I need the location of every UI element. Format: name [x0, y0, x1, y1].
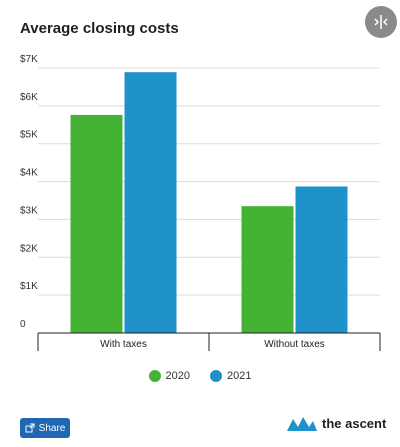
share-label: Share [38, 422, 66, 434]
expand-button[interactable] [365, 6, 397, 38]
brand: the ascent [286, 414, 386, 432]
brand-name: the ascent [322, 415, 387, 431]
legend: 2020 2021 [0, 370, 400, 382]
bar-2021-0[interactable] [124, 72, 177, 334]
chart-plot: 0 $1K $2K $3K $4K $5K $6K $7K With taxes Without… [20, 54, 381, 351]
bar-2021-1[interactable] [295, 186, 348, 333]
y-axis-ticks: 0 $1K $2K $3K $4K $5K $6K $7K [20, 54, 38, 330]
y-tick-label: $5K [20, 130, 38, 141]
legend-swatch-2021 [210, 370, 222, 382]
legend-label-2021: 2021 [227, 370, 252, 382]
chart-title: Average closing costs [20, 20, 179, 37]
y-tick-label: $6K [20, 92, 38, 103]
bar-2020-1[interactable] [241, 206, 294, 333]
legend-label-2020: 2020 [165, 370, 190, 382]
legend-item-2020[interactable]: 2020 [148, 370, 190, 382]
share-button[interactable]: Share [20, 418, 70, 438]
legend-swatch-2020 [148, 370, 161, 382]
legend-item-2021[interactable]: 2021 [210, 370, 251, 382]
bars [70, 72, 348, 334]
y-tick-label: $7K [20, 54, 38, 65]
ascent-logo-icon [287, 417, 317, 431]
y-tick-label: $1K [20, 281, 38, 292]
expand-icon [374, 15, 388, 29]
x-tick-label: With taxes [100, 339, 147, 350]
y-tick-label: $2K [20, 243, 38, 254]
y-tick-label: $3K [20, 205, 38, 216]
y-tick-label: $4K [20, 168, 38, 179]
x-axis: With taxes Without taxes [37, 332, 381, 351]
bar-2020-0[interactable] [70, 114, 123, 333]
x-tick-label: Without taxes [264, 339, 325, 350]
y-tick-label: 0 [20, 319, 26, 330]
share-icon [25, 423, 35, 433]
